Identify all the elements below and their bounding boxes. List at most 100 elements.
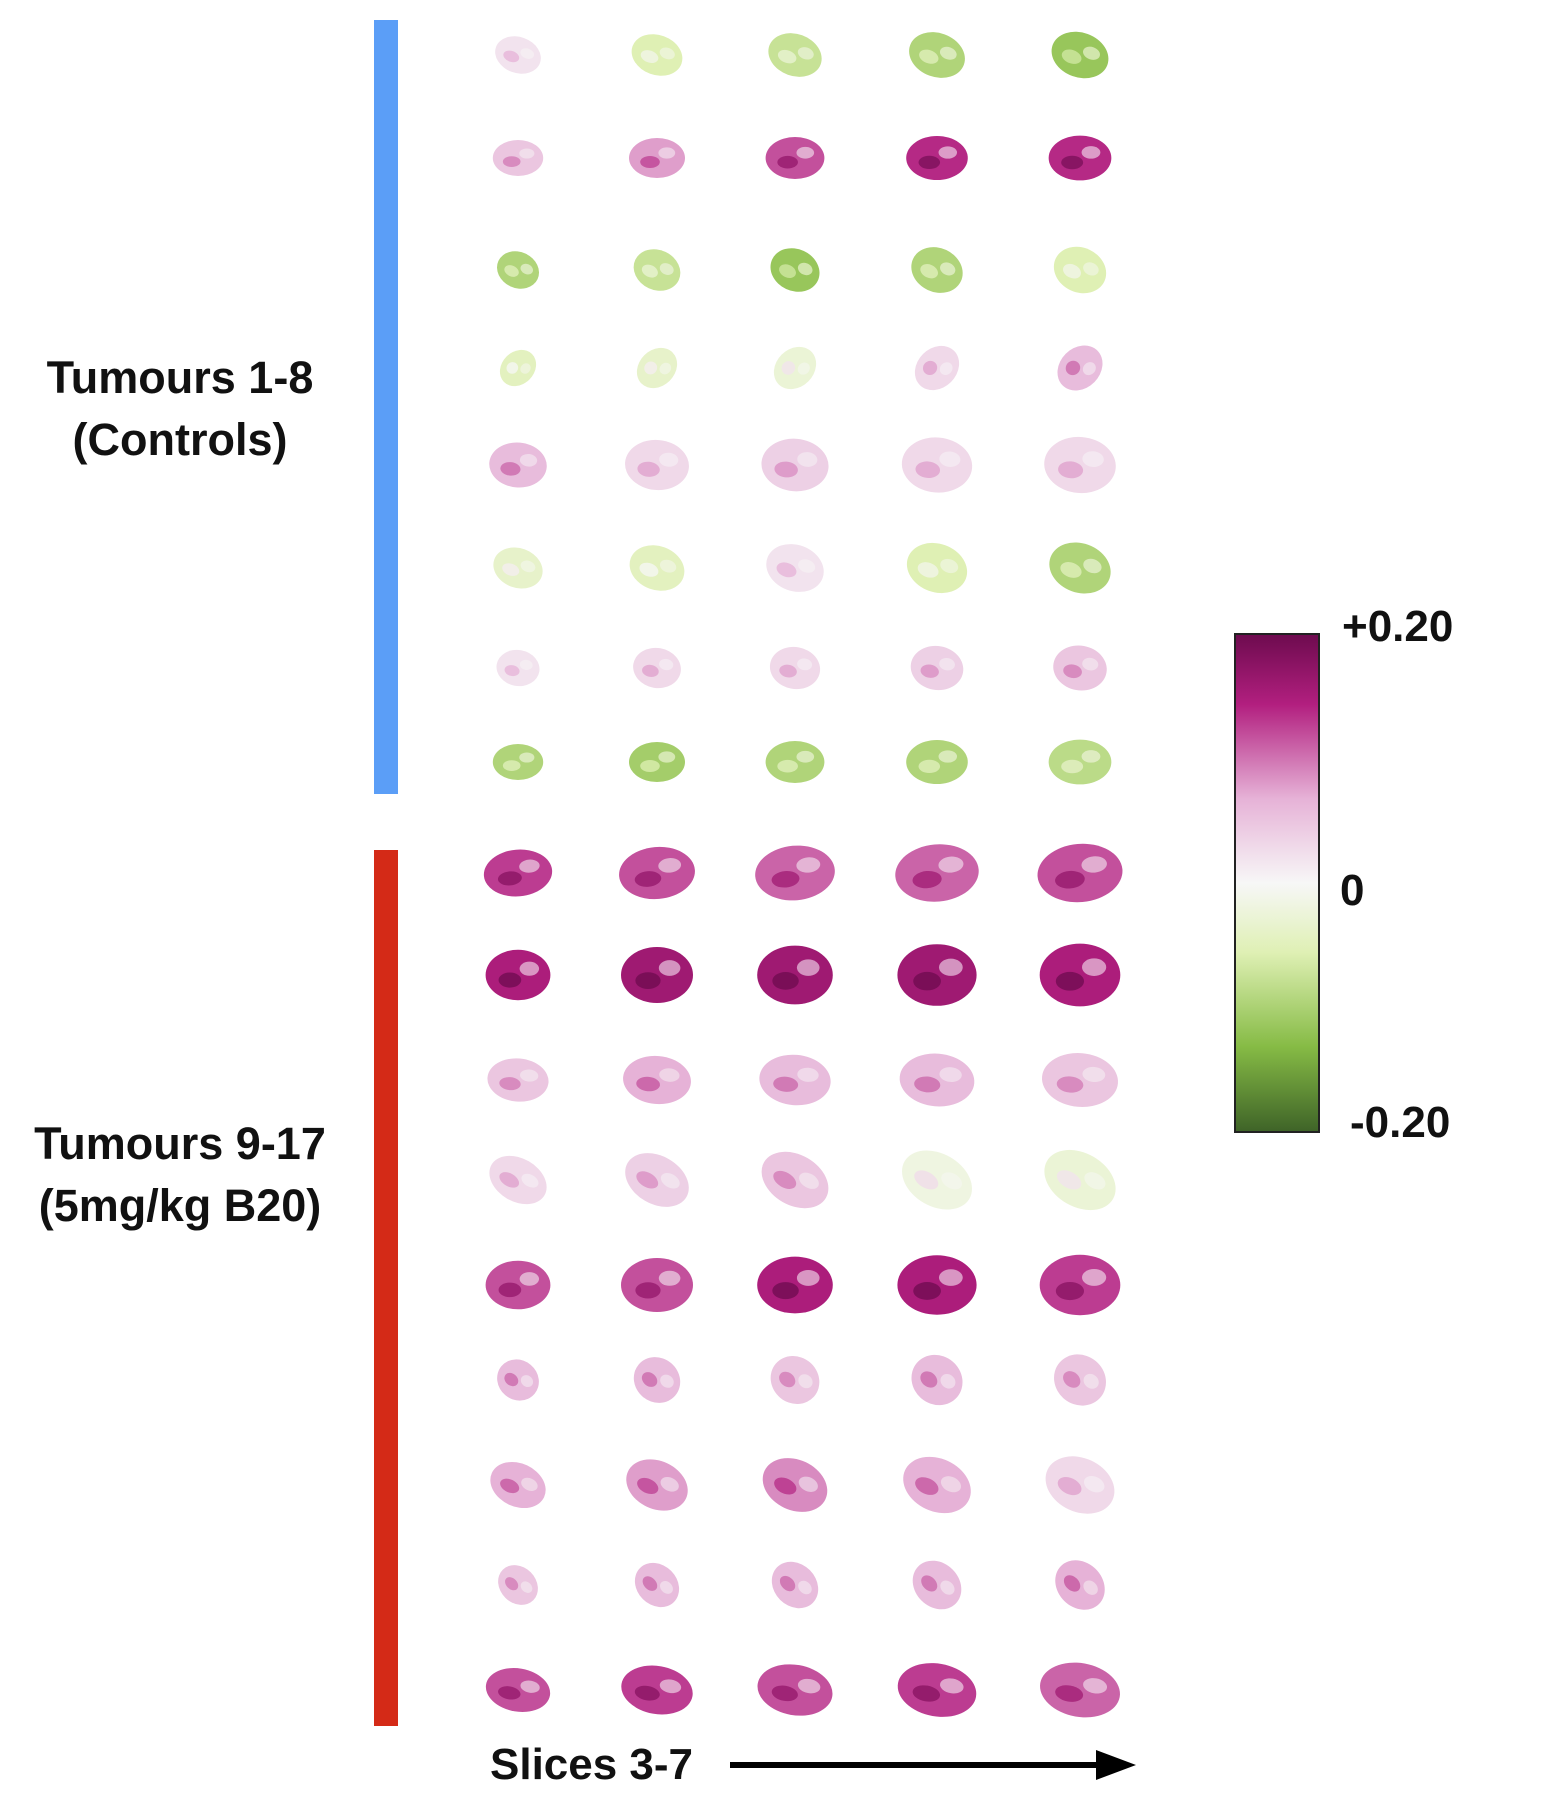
tumour-slice-hotspot [498, 1686, 521, 1700]
tumour-slice-coolspot [660, 1580, 673, 1594]
tumour-slice-coolspot [520, 1375, 534, 1388]
tumour-slice-coolspot [797, 1067, 819, 1082]
tumour-slice-hotspot [500, 462, 521, 476]
tumour-slice [483, 849, 553, 897]
tumour-slice-coolspot [658, 960, 681, 976]
tumour-slice-coolspot [519, 752, 535, 763]
tumour-slice-coolspot [940, 1476, 962, 1493]
tumour-slice-hotspot [1057, 1477, 1082, 1496]
tumour-slice [771, 1561, 819, 1609]
tumour-slice [629, 545, 685, 591]
tumour-slice-hotspot [636, 1076, 660, 1092]
tumour-slice-coolspot [941, 1172, 963, 1190]
tumour-slice [897, 1255, 977, 1315]
tumour-slice-hotspot [640, 760, 660, 772]
tumour-slice-coolspot [940, 558, 959, 574]
tumour-slice-coolspot [659, 1068, 680, 1082]
tumour-slice-hotspot [641, 264, 658, 278]
tumour-row-6 [493, 542, 1111, 594]
tumour-slice [493, 547, 543, 589]
tumour-slice [762, 1458, 828, 1512]
tumour-row-10 [485, 943, 1121, 1007]
tumour-slice-coolspot [519, 1069, 539, 1082]
tumour-slice-hotspot [504, 265, 519, 277]
tumour-slice-hotspot [771, 1685, 798, 1702]
colorbar-max-label: +0.20 [1342, 602, 1454, 651]
tumour-slice-coolspot [1083, 1373, 1099, 1389]
tumour-slice [912, 1560, 962, 1610]
tumour-slice [495, 36, 541, 74]
tumour-slice [621, 1258, 693, 1312]
tumour-slice-hotspot [1063, 664, 1082, 679]
tumour-row-1 [495, 31, 1109, 79]
tumour-slice-coolspot [1083, 1678, 1108, 1694]
tumour-slice-coolspot [938, 958, 963, 976]
tumour-slice-coolspot [797, 658, 813, 671]
tumour-slice-coolspot [797, 452, 818, 467]
controls-group-subtitle: (Controls) [72, 414, 288, 465]
tumour-slice [895, 844, 979, 902]
tumour-slice-hotspot [1055, 870, 1085, 889]
tumour-slice [1044, 1149, 1116, 1211]
tumour-slice [633, 1357, 681, 1403]
tumour-slice-hotspot [772, 1282, 799, 1300]
tumour-slice [625, 439, 689, 491]
tumour-slice-coolspot [940, 1678, 964, 1694]
tumour-slice-hotspot [1061, 759, 1084, 774]
tumour-row-13 [485, 1254, 1121, 1316]
tumour-slice-coolspot [1082, 362, 1096, 376]
tumour-slice [619, 846, 695, 900]
tumour-slice-hotspot [1055, 1281, 1085, 1301]
tumour-row-11 [487, 1053, 1119, 1107]
tumour-slice [897, 944, 977, 1006]
tumour-slice [906, 740, 968, 784]
tumour-slice-hotspot [640, 156, 660, 168]
tumour-slice-hotspot [779, 664, 797, 678]
tumour-slice-coolspot [938, 856, 964, 873]
tumour-slice [765, 741, 825, 783]
tumour-slice-hotspot [776, 562, 797, 578]
tumour-slice [496, 251, 540, 289]
tumour-slice-hotspot [640, 50, 659, 63]
tumour-slice-coolspot [938, 1269, 963, 1286]
tumour-slice-hotspot [498, 1282, 522, 1298]
tumour-slice [1053, 246, 1107, 294]
controls-group-title: Tumours 1-8 [46, 352, 314, 403]
tumour-slice [498, 1565, 538, 1605]
tumour-row-2 [492, 135, 1112, 181]
tumour-slice-hotspot [1060, 562, 1082, 578]
tumour-slice-coolspot [658, 1270, 681, 1286]
tumour-slice-hotspot [499, 1077, 521, 1091]
tumour-slice-hotspot [777, 759, 798, 773]
tumour-slice-hotspot [504, 665, 520, 677]
tumour-slice [1051, 31, 1109, 79]
tumour-slice-coolspot [797, 362, 810, 375]
tumour-slice-hotspot [912, 870, 942, 889]
tumour-slice-coolspot [940, 1374, 956, 1389]
tumour-slice-hotspot [504, 1372, 519, 1387]
tumour-slice-coolspot [520, 1581, 533, 1593]
tumour-slice [621, 1665, 693, 1715]
tumour-slice-hotspot [635, 972, 661, 989]
tumour-slice-hotspot [914, 1170, 939, 1190]
colorbar-min-label: -0.20 [1350, 1098, 1451, 1147]
tumour-slice-hotspot [917, 562, 939, 578]
tumour-slice-hotspot [634, 1685, 660, 1701]
tumour-slice-hotspot [779, 1575, 796, 1592]
tumour-row-15 [490, 1456, 1115, 1514]
tumour-slice [906, 136, 968, 180]
slices-axis-label: Slices 3-7 [490, 1740, 694, 1789]
tumour-row-14 [497, 1354, 1106, 1406]
tumour-slice-hotspot [639, 562, 659, 577]
tumour-slice-coolspot [798, 1476, 818, 1492]
tumour-slice-hotspot [635, 1282, 661, 1299]
tumour-slice-hotspot [777, 49, 797, 64]
treated-group-label: Tumours 9-17 (5mg/kg B20) [5, 1113, 355, 1237]
tumour-slice-hotspot [913, 971, 941, 991]
tumour-slice [906, 542, 968, 594]
tumour-slice-coolspot [660, 1173, 680, 1189]
tumour-slice [621, 947, 693, 1003]
tumour-slice-hotspot [915, 1477, 939, 1495]
tumour-slice-hotspot [781, 361, 796, 375]
tumour-slice-coolspot [1082, 1268, 1107, 1286]
